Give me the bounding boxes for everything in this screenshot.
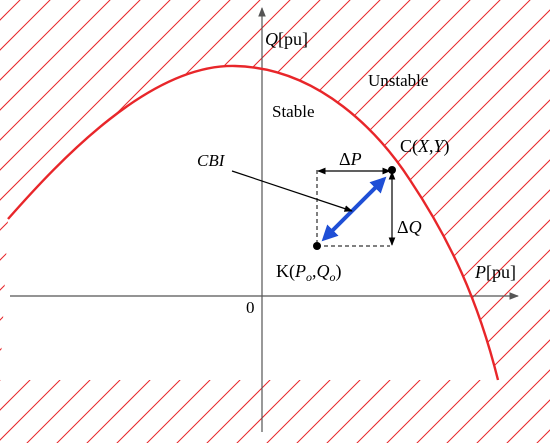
hatch-line: [309, 0, 550, 443]
hatch-line: [0, 0, 221, 443]
hatch-line: [369, 0, 550, 443]
hatch-line: [0, 0, 371, 443]
hatch-line: [429, 0, 550, 443]
hatch-line: [279, 0, 550, 443]
hatch-line: [0, 0, 131, 443]
cbi-pointer: [231, 170, 353, 212]
hatch-line: [0, 0, 311, 443]
hatch-line: [219, 0, 550, 443]
point-k-label: K(Po,Qo): [276, 261, 342, 284]
hatch-line: [69, 0, 550, 443]
stable-label: Stable: [272, 102, 315, 121]
hatch-line: [339, 0, 550, 443]
delta-q-label: ΔQ: [397, 217, 422, 237]
unstable-label: Unstable: [368, 71, 428, 90]
hatch-line: [519, 0, 550, 443]
hatch-line: [99, 0, 550, 443]
hatch-line: [399, 0, 550, 443]
cbi-vector: [321, 176, 387, 242]
origin-label: 0: [246, 298, 255, 317]
hatch-line: [489, 0, 550, 443]
hatch-line: [0, 0, 71, 443]
delta-p-label: ΔP: [339, 149, 362, 169]
point-c: [388, 166, 396, 174]
hatch-line: [0, 0, 11, 443]
hatch-line: [39, 0, 521, 443]
hatch-line: [459, 0, 550, 443]
hatch-line: [249, 0, 550, 443]
hatch-line: [0, 0, 191, 443]
cbi-label: CBI: [197, 151, 226, 170]
hatch-line: [0, 0, 41, 443]
hatch-line: [0, 0, 161, 443]
p-axis-label: P[pu]: [474, 262, 516, 282]
hatch-line: [0, 0, 101, 443]
q-axis-label: Q[pu]: [265, 29, 308, 49]
hatch-line: [0, 0, 341, 443]
point-c-label: C(X,Y): [400, 136, 450, 157]
point-k: [313, 242, 321, 250]
stability-boundary-curve: [7, 64, 500, 381]
